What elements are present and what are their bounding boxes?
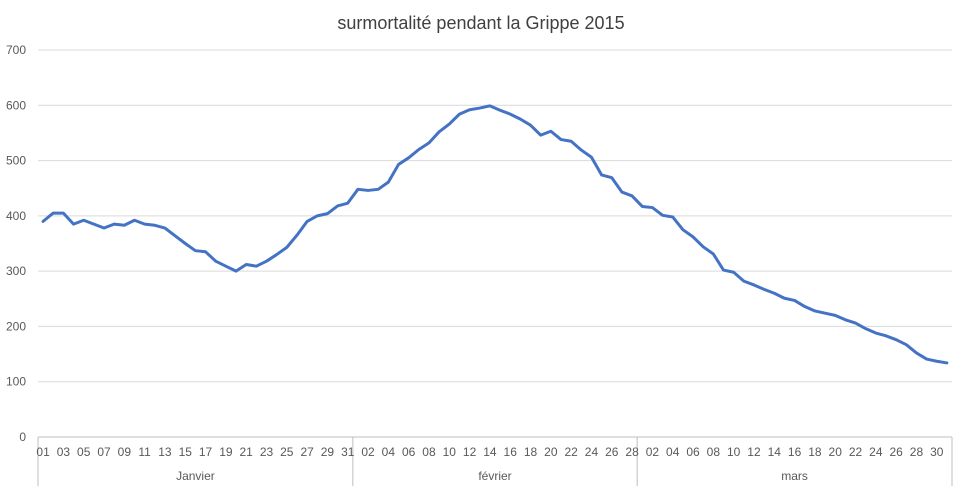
x-tick-label: 12 (463, 445, 477, 459)
x-tick-label: 26 (605, 445, 619, 459)
x-tick-label: 02 (646, 445, 660, 459)
x-tick-label: 07 (97, 445, 111, 459)
x-tick-label: 03 (57, 445, 71, 459)
x-tick-label: 24 (585, 445, 599, 459)
x-tick-label: 29 (321, 445, 335, 459)
chart-title: surmortalité pendant la Grippe 2015 (337, 13, 624, 33)
y-axis-ticks: 0 100 200 300 400 500 600 700 (6, 43, 26, 444)
x-tick-label: 04 (666, 445, 680, 459)
x-tick-label: 08 (707, 445, 721, 459)
x-tick-label: 28 (625, 445, 639, 459)
gridlines (38, 49, 952, 383)
x-tick-label: 30 (930, 445, 944, 459)
x-tick-label: 10 (443, 445, 457, 459)
y-tick-label: 600 (6, 98, 26, 112)
x-tick-label: 24 (869, 445, 883, 459)
x-tick-label: 08 (422, 445, 436, 459)
x-tick-label: 06 (402, 445, 416, 459)
x-tick-label: 20 (544, 445, 558, 459)
x-tick-label: 25 (280, 445, 294, 459)
month-label: mars (781, 469, 808, 483)
x-tick-label: 14 (483, 445, 497, 459)
x-tick-label: 16 (788, 445, 802, 459)
x-tick-label: 11 (138, 445, 151, 459)
x-tick-label: 27 (300, 445, 314, 459)
month-label: février (478, 469, 511, 483)
x-tick-label: 22 (849, 445, 863, 459)
x-tick-label: 22 (564, 445, 578, 459)
x-tick-label: 06 (686, 445, 700, 459)
y-tick-label: 400 (6, 209, 26, 223)
x-tick-label: 09 (118, 445, 132, 459)
x-tick-label: 28 (910, 445, 924, 459)
x-tick-label: 01 (36, 445, 50, 459)
x-tick-label: 26 (889, 445, 903, 459)
x-tick-label: 18 (808, 445, 822, 459)
series-line (41, 104, 949, 365)
x-tick-label: 21 (240, 445, 254, 459)
x-axis: 01 03 05 07 09 11 13 15 17 19 21 23 25 27 29 31 Janvier 0… (36, 436, 953, 486)
x-tick-label: 04 (382, 445, 396, 459)
x-tick-label: 14 (768, 445, 782, 459)
x-tick-label: 05 (77, 445, 91, 459)
x-tick-label: 12 (747, 445, 761, 459)
x-tick-label: 10 (727, 445, 741, 459)
x-tick-label: 17 (199, 445, 213, 459)
y-tick-label: 500 (6, 154, 26, 168)
x-tick-label: 16 (504, 445, 518, 459)
x-tick-label: 20 (829, 445, 843, 459)
x-tick-label: 02 (361, 445, 375, 459)
y-tick-label: 100 (6, 375, 26, 389)
y-tick-label: 0 (19, 430, 26, 444)
x-tick-label: 23 (260, 445, 274, 459)
x-tick-label: 18 (524, 445, 538, 459)
series-layer (41, 104, 949, 365)
y-tick-label: 200 (6, 319, 26, 333)
y-tick-label: 300 (6, 264, 26, 278)
x-tick-label: 13 (158, 445, 172, 459)
y-tick-label: 700 (6, 43, 26, 57)
x-tick-label: 31 (341, 445, 355, 459)
x-tick-label: 19 (219, 445, 233, 459)
x-tick-label: 15 (179, 445, 193, 459)
month-label: Janvier (176, 469, 215, 483)
